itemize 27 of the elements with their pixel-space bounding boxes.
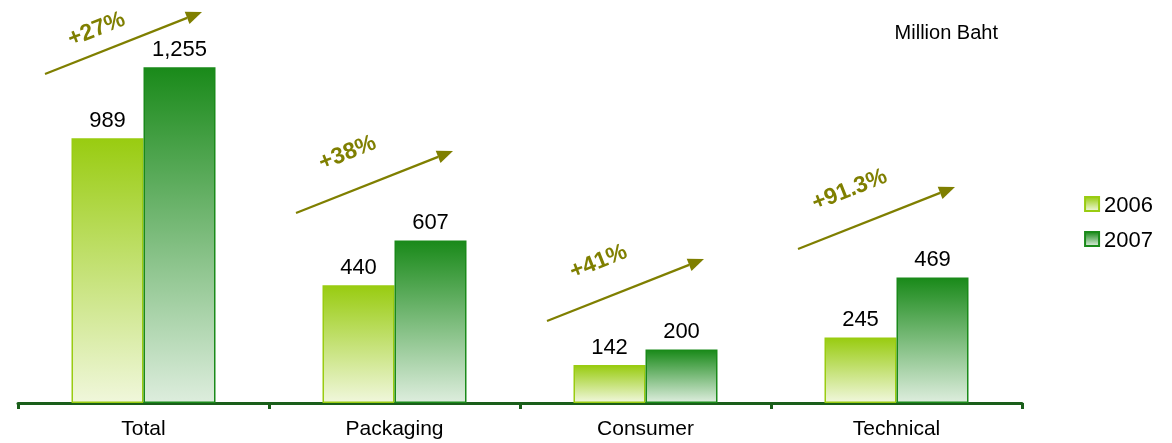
data-label: 607 <box>412 209 449 235</box>
x-tick-label: Total <box>121 416 166 439</box>
x-tick-label: Technical <box>852 416 941 439</box>
data-label: 142 <box>591 333 628 359</box>
bar <box>896 277 969 403</box>
annotation: +41% <box>565 237 631 284</box>
text: +27% <box>63 5 129 51</box>
bar <box>71 138 144 403</box>
x-tick-label: Consumer <box>597 416 694 439</box>
legend-label: 2007 <box>1104 226 1154 252</box>
data-label: 200 <box>663 317 700 343</box>
annotation: +38% <box>314 128 380 175</box>
bar <box>322 285 395 403</box>
annotation: +91.3% <box>807 161 891 216</box>
data-label: 1,255 <box>151 35 208 61</box>
data-label: 469 <box>914 246 951 271</box>
bar <box>645 349 718 403</box>
legend-label: 2006 <box>1104 191 1154 217</box>
data-label: 245 <box>842 305 879 331</box>
bar <box>573 365 646 403</box>
bar <box>143 67 216 403</box>
data-label: 989 <box>89 106 126 132</box>
y-axis-title: Million Baht <box>894 21 999 43</box>
data-label: 440 <box>340 253 377 279</box>
x-tick-label: Packaging <box>345 416 444 439</box>
bar <box>394 240 467 403</box>
bar <box>824 337 897 403</box>
